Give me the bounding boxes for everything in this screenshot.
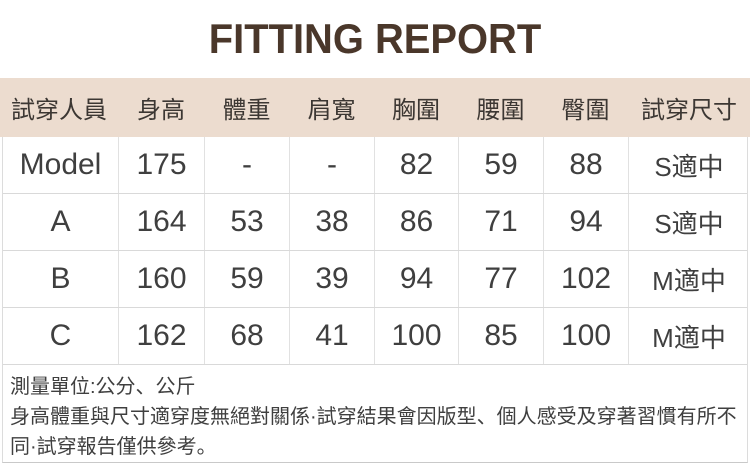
cell-size: M適中 xyxy=(652,322,726,353)
cell-height: 160 xyxy=(119,251,205,307)
cell-shoulder: 39 xyxy=(290,251,375,307)
cell-shoulder: 41 xyxy=(290,308,375,364)
cell-weight: - xyxy=(205,137,290,193)
cell-shoulder: 38 xyxy=(290,194,375,250)
table-row-a: A 164 53 38 86 71 94 S適中 xyxy=(3,194,747,251)
header-cell-weight: 體重 xyxy=(222,97,271,124)
table-row-c: C 162 68 41 100 85 100 M適中 xyxy=(3,308,747,365)
cell-waist: 59 xyxy=(459,137,544,193)
cell-size: M適中 xyxy=(652,265,726,296)
header-cell-chest: 胸圍 xyxy=(392,97,440,124)
table-row-b: B 160 59 39 94 77 102 M適中 xyxy=(3,251,747,308)
cell-height: 162 xyxy=(119,308,205,364)
cell-size: S適中 xyxy=(654,151,724,182)
cell-chest: 94 xyxy=(375,251,459,307)
cell-chest: 86 xyxy=(375,194,459,250)
cell-person: A xyxy=(3,194,119,250)
cell-person: B xyxy=(3,251,119,307)
header-cell-shoulder: 肩寬 xyxy=(307,97,356,124)
header-cell-size: 試穿尺寸 xyxy=(641,97,737,124)
table-row-model: Model 175 - - 82 59 88 S適中 xyxy=(3,137,747,194)
cell-hip: 100 xyxy=(544,308,629,364)
cell-height: 175 xyxy=(119,137,205,193)
cell-chest: 100 xyxy=(375,308,459,364)
cell-waist: 85 xyxy=(459,308,544,364)
disclaimer-note: 身高體重與尺寸適穿度無絕對關係·試穿結果會因版型、個人感受及穿著習慣有所不同·試… xyxy=(10,406,737,458)
table-header-row: 試穿人員 身高 體重 肩寬 胸圍 腰圍 臀圍 試穿尺寸 xyxy=(0,78,750,137)
cell-size: S適中 xyxy=(654,208,724,239)
fitting-table-body: Model 175 - - 82 59 88 S適中 A 164 53 38 8… xyxy=(2,137,748,365)
cell-person: Model xyxy=(3,137,119,193)
cell-height: 164 xyxy=(119,194,205,250)
header-cell-height: 身高 xyxy=(137,97,185,124)
cell-waist: 77 xyxy=(459,251,544,307)
cell-weight: 68 xyxy=(205,308,290,364)
cell-chest: 82 xyxy=(375,137,459,193)
measurement-unit-note: 測量單位:公分、公斤 xyxy=(10,376,196,398)
page-title: FITTING REPORT xyxy=(208,15,542,62)
header-cell-waist: 腰圍 xyxy=(476,97,525,124)
cell-person: C xyxy=(3,308,119,364)
cell-weight: 53 xyxy=(205,194,290,250)
cell-waist: 71 xyxy=(459,194,544,250)
cell-hip: 88 xyxy=(544,137,629,193)
title-block: FITTING REPORT xyxy=(0,0,750,78)
cell-weight: 59 xyxy=(205,251,290,307)
cell-shoulder: - xyxy=(290,137,375,193)
cell-hip: 102 xyxy=(544,251,629,307)
cell-hip: 94 xyxy=(544,194,629,250)
header-cell-person: 試穿人員 xyxy=(11,97,107,124)
header-cell-hip: 臀圍 xyxy=(561,97,610,124)
notes-block: 測量單位:公分、公斤 身高體重與尺寸適穿度無絕對關係·試穿結果會因版型、個人感受… xyxy=(2,365,748,463)
